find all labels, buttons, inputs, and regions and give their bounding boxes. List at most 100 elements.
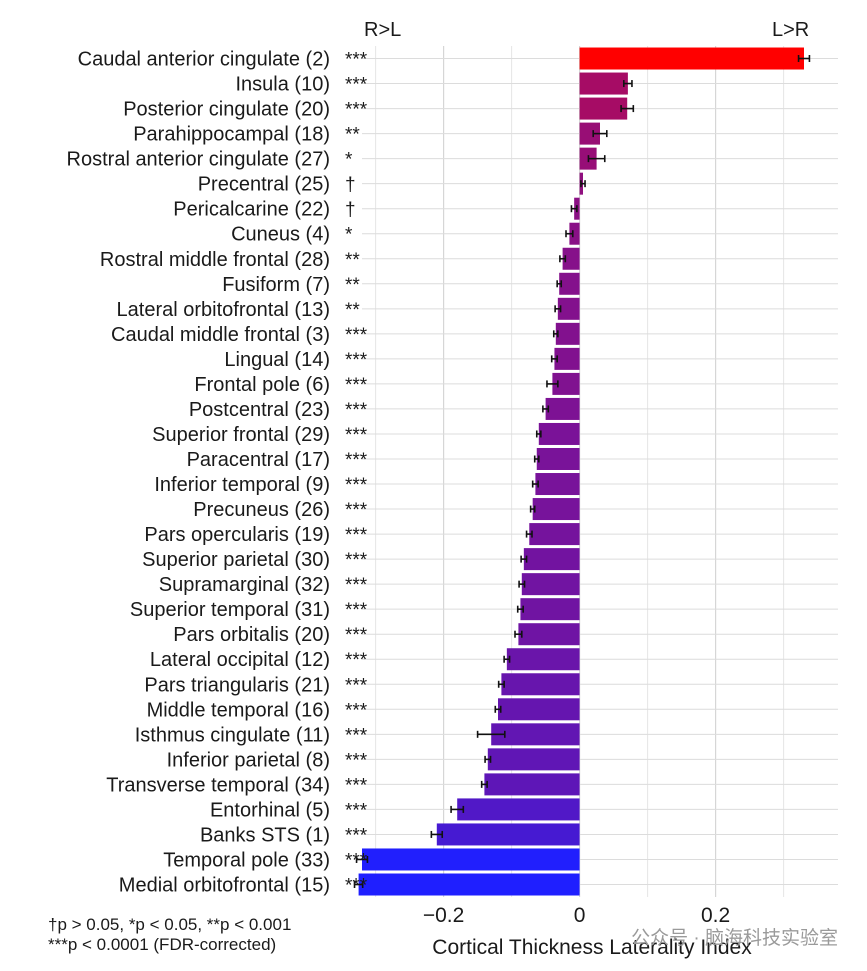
x-tick-label: 0.2: [701, 904, 730, 927]
category-label: Pars triangularis (21): [144, 674, 330, 696]
category-label: Fusiform (7): [222, 274, 330, 296]
category-label: Caudal middle frontal (3): [111, 324, 330, 346]
x-tick-label: 0: [574, 904, 586, 927]
bar: [555, 322, 580, 345]
category-label: Lateral occipital (12): [150, 649, 330, 671]
bar: [559, 272, 580, 295]
significance-label: ***: [345, 350, 368, 371]
significance-label: ***: [345, 100, 368, 121]
bar: [532, 498, 580, 521]
category-label: Pericalcarine (22): [173, 199, 330, 221]
category-label: Posterior cingulate (20): [123, 99, 330, 121]
significance-label: ***: [345, 325, 368, 346]
significance-label: ***: [345, 625, 368, 646]
grid-lines: [362, 46, 838, 898]
significance-label: ***: [345, 850, 368, 871]
bar: [552, 372, 580, 395]
significance-label: ***: [345, 725, 368, 746]
significance-label: ***: [345, 800, 368, 821]
category-label: Lateral orbitofrontal (13): [117, 299, 330, 321]
bar: [529, 523, 580, 546]
bar: [557, 297, 580, 320]
category-label: Postcentral (23): [189, 399, 330, 421]
category-label: Supramarginal (32): [159, 574, 330, 596]
significance-label: ***: [345, 450, 368, 471]
significance-label: ***: [345, 675, 368, 696]
significance-label: ***: [345, 525, 368, 546]
category-label: Parahippocampal (18): [133, 124, 330, 146]
category-label: Insula (10): [236, 74, 331, 96]
significance-label: †: [345, 175, 356, 196]
x-axis-title: Cortical Thickness Laterality Index: [432, 936, 752, 959]
significance-label: ***: [345, 375, 368, 396]
bar: [545, 397, 580, 420]
bar: [362, 848, 580, 871]
significance-label: **: [345, 250, 360, 271]
category-label: Superior frontal (29): [152, 424, 330, 446]
bar: [536, 447, 580, 470]
category-label: Rostral anterior cingulate (27): [67, 149, 330, 171]
bar: [358, 873, 580, 896]
significance-label: ***: [345, 650, 368, 671]
bar: [436, 823, 580, 846]
footnote-line-2: ***p < 0.0001 (FDR-corrected): [48, 935, 276, 954]
category-label: Pars opercularis (19): [144, 524, 330, 546]
significance-label: ***: [345, 400, 368, 421]
bar: [523, 548, 580, 571]
significance-label: ***: [345, 750, 368, 771]
category-label: Caudal anterior cingulate (2): [78, 49, 330, 71]
significance-label: **: [345, 275, 360, 296]
category-label: Transverse temporal (34): [106, 774, 330, 796]
significance-label: ***: [345, 500, 368, 521]
bar: [579, 97, 628, 120]
category-label: Precuneus (26): [193, 499, 330, 521]
significance-label: ***: [345, 425, 368, 446]
category-label: Precentral (25): [198, 174, 330, 196]
bar: [491, 723, 580, 746]
bar: [520, 598, 580, 621]
bar: [554, 347, 580, 370]
bar: [569, 222, 580, 245]
bar: [535, 473, 580, 496]
category-label: Paracentral (17): [187, 449, 330, 471]
category-label: Rostral middle frontal (28): [100, 249, 330, 271]
category-label: Temporal pole (33): [163, 849, 330, 871]
significance-label: ***: [345, 825, 368, 846]
bar: [538, 422, 580, 445]
category-label: Cuneus (4): [231, 224, 330, 246]
bar: [506, 648, 580, 671]
category-label: Medial orbitofrontal (15): [119, 875, 330, 897]
significance-label: ***: [345, 876, 368, 897]
bars: [358, 47, 804, 896]
watermark: 公众号 · 脑海科技实验室: [631, 927, 838, 949]
significance-label: ***: [345, 550, 368, 571]
significance-label: **: [345, 125, 360, 146]
bar: [484, 773, 580, 796]
significance-label: ***: [345, 475, 368, 496]
bar: [579, 72, 628, 95]
error-bars: [353, 55, 811, 889]
bar: [518, 623, 580, 646]
category-label: Middle temporal (16): [147, 699, 330, 721]
x-tick-label: −0.2: [423, 904, 464, 927]
category-label: Inferior parietal (8): [167, 749, 330, 771]
significance-label: *: [345, 225, 353, 246]
category-label: Banks STS (1): [200, 824, 330, 846]
category-label: Inferior temporal (9): [154, 474, 330, 496]
category-labels: Caudal anterior cingulate (2) ***Insula (…: [67, 49, 368, 897]
significance-label: ***: [345, 700, 368, 721]
bar: [521, 573, 580, 596]
significance-label: ***: [345, 50, 368, 71]
significance-label: †: [345, 200, 356, 221]
x-axis-ticks: −0.2 0 0.2: [423, 904, 730, 927]
category-label: Entorhinal (5): [210, 799, 330, 821]
significance-label: ***: [345, 75, 368, 96]
significance-label: ***: [345, 600, 368, 621]
bar: [487, 748, 580, 771]
bar: [562, 247, 580, 270]
significance-label: ***: [345, 775, 368, 796]
direction-label-left: R>L: [364, 19, 401, 41]
category-label: Pars orbitalis (20): [173, 624, 330, 646]
